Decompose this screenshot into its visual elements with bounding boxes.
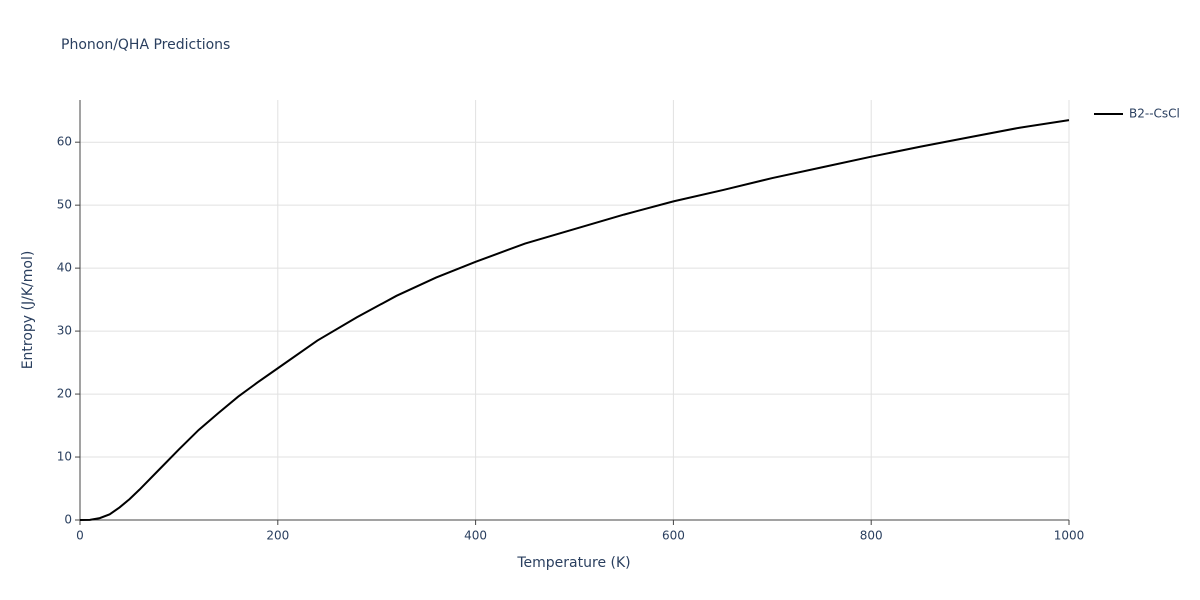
x-axis-label: Temperature (K) <box>516 555 630 571</box>
y-tick-label: 40 <box>57 261 72 275</box>
x-tick-label: 0 <box>76 529 84 543</box>
y-tick-label: 50 <box>57 198 72 212</box>
x-tick-label: 1000 <box>1054 529 1085 543</box>
x-tick-label: 400 <box>464 529 487 543</box>
line-series <box>79 119 1070 521</box>
y-tick-label: 10 <box>57 450 72 464</box>
y-tick-label: 30 <box>57 324 72 338</box>
y-tick-label: 60 <box>57 135 72 149</box>
y-tick-label: 20 <box>57 387 72 401</box>
x-tick-label: 800 <box>860 529 883 543</box>
y-axis-label: Entropy (J/K/mol) <box>20 251 36 370</box>
legend-label: B2--CsCl <box>1129 107 1180 121</box>
chart-title: Phonon/QHA Predictions <box>61 37 230 53</box>
y-tick-label: 0 <box>64 513 72 527</box>
x-tick-label: 600 <box>662 529 685 543</box>
x-tick-label: 200 <box>266 529 289 543</box>
